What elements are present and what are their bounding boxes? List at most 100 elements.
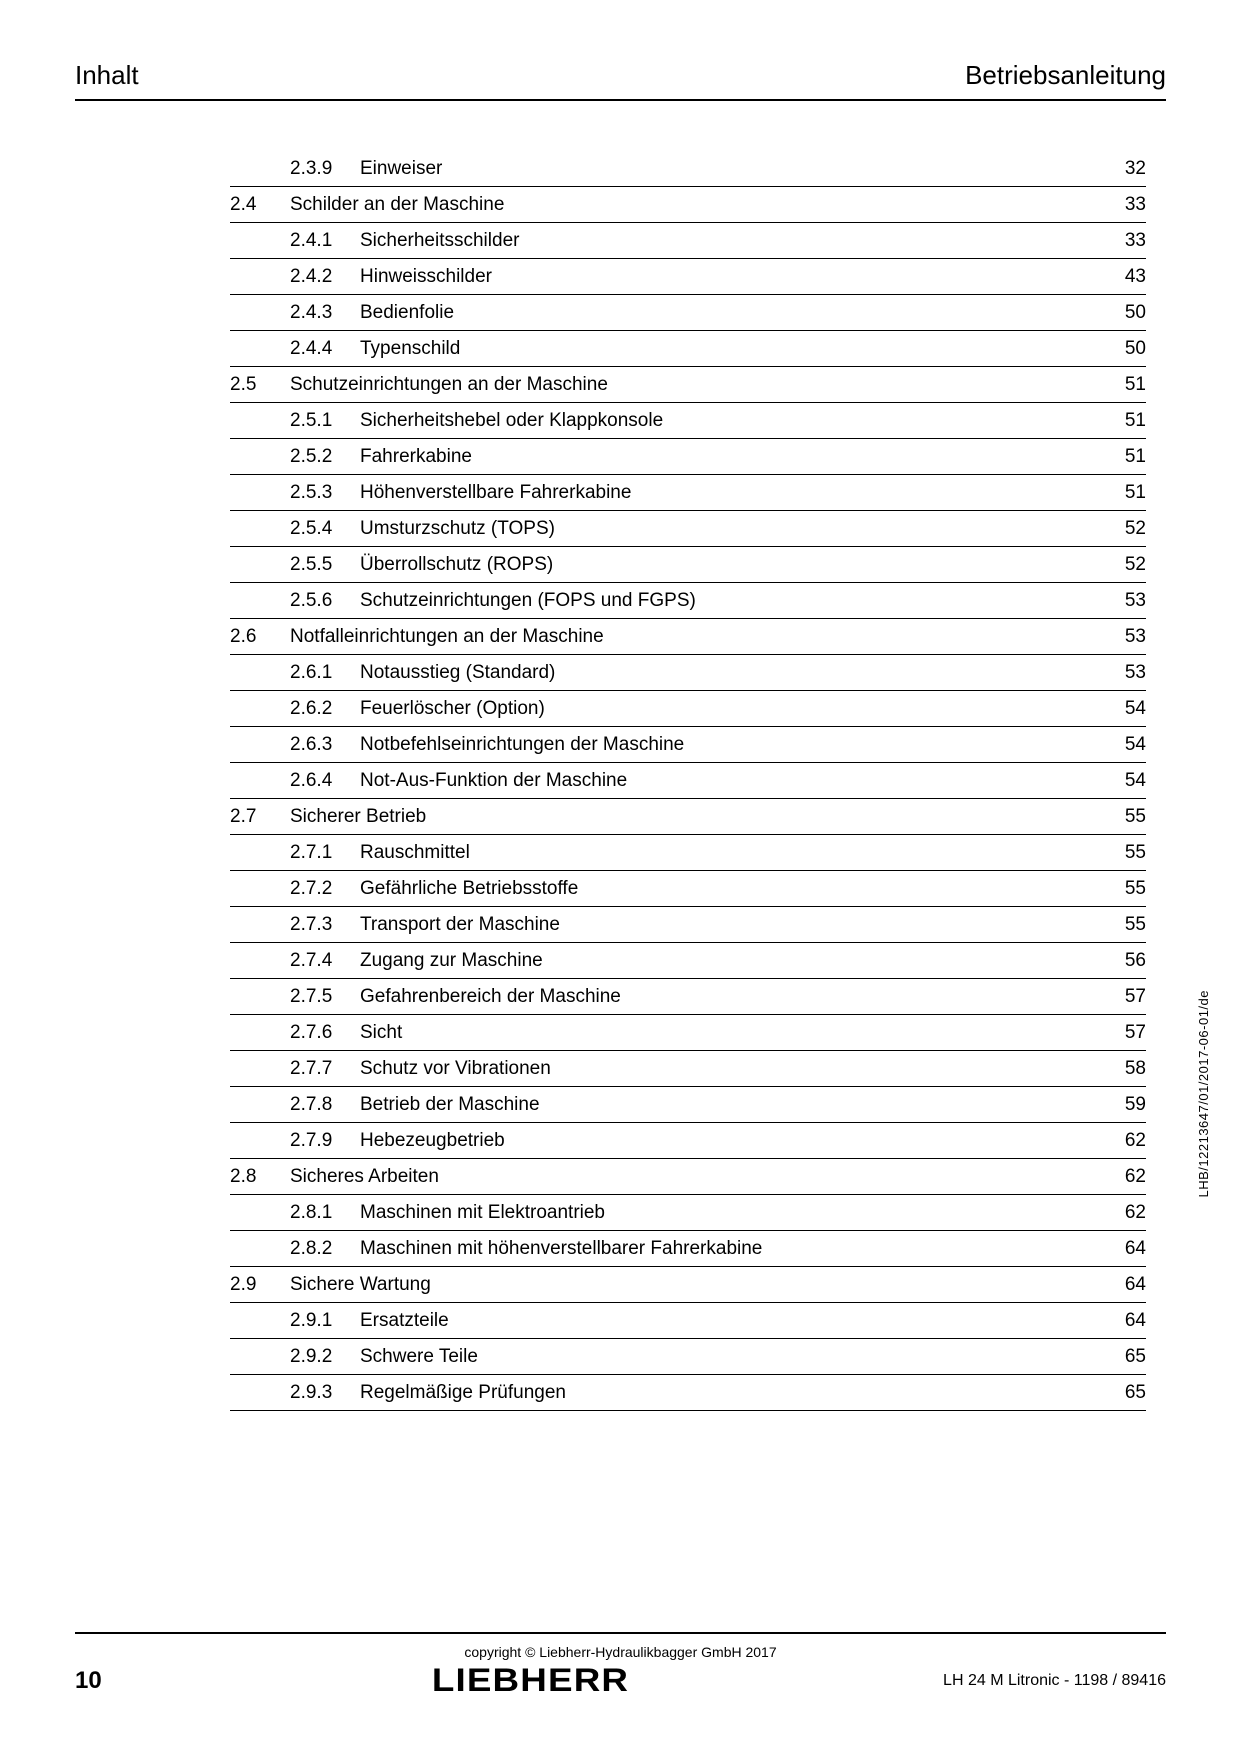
toc-subsection-number: 2.5.5 [290,554,360,576]
toc-subsection-number: 2.6.1 [290,662,360,684]
toc-row: 2.4.3Bedienfolie50 [230,295,1146,331]
toc-page: 55 [1096,806,1146,828]
toc-title: Hebezeugbetrieb [360,1130,1096,1152]
toc-page: 64 [1096,1310,1146,1332]
toc-subsection-number: 2.7.6 [290,1022,360,1044]
toc-title: Sicherer Betrieb [290,806,1096,828]
toc-page: 53 [1096,590,1146,612]
toc-row: 2.7.4Zugang zur Maschine56 [230,943,1146,979]
toc-page: 52 [1096,554,1146,576]
toc-subsection-number: 2.6.2 [290,698,360,720]
toc-title: Notausstieg (Standard) [360,662,1096,684]
toc-title: Maschinen mit höhenverstellbarer Fahrerk… [360,1238,1096,1260]
toc-page: 65 [1096,1346,1146,1368]
toc-page: 51 [1096,446,1146,468]
toc-title: Gefährliche Betriebsstoffe [360,878,1096,900]
toc-section-number: 2.5 [230,374,290,396]
toc-page: 64 [1096,1274,1146,1296]
toc-subsection-number: 2.4.1 [290,230,360,252]
toc-subsection-number: 2.7.2 [290,878,360,900]
toc-page: 55 [1096,914,1146,936]
toc-subsection-number: 2.5.6 [290,590,360,612]
toc-page: 57 [1096,1022,1146,1044]
toc-title: Betrieb der Maschine [360,1094,1096,1116]
toc-page: 50 [1096,338,1146,360]
toc-subsection-number: 2.6.4 [290,770,360,792]
toc-row: 2.7.7Schutz vor Vibrationen58 [230,1051,1146,1087]
toc-title: Hinweisschilder [360,266,1096,288]
toc-title: Transport der Maschine [360,914,1096,936]
toc-page: 53 [1096,662,1146,684]
toc-title: Schutz vor Vibrationen [360,1058,1096,1080]
toc-title: Sichere Wartung [290,1274,1096,1296]
toc-page: 56 [1096,950,1146,972]
toc-page: 64 [1096,1238,1146,1260]
toc-subsection-number: 2.6.3 [290,734,360,756]
toc-row: 2.3.9Einweiser32 [230,151,1146,187]
toc-title: Überrollschutz (ROPS) [360,554,1096,576]
toc-page: 33 [1096,230,1146,252]
toc-row: 2.6.1Notausstieg (Standard)53 [230,655,1146,691]
toc-title: Ersatzteile [360,1310,1096,1332]
toc-page: 62 [1096,1130,1146,1152]
toc-row: 2.7Sicherer Betrieb55 [230,799,1146,835]
toc-page: 32 [1096,158,1146,180]
toc-page: 55 [1096,878,1146,900]
toc-row: 2.5Schutzeinrichtungen an der Maschine51 [230,367,1146,403]
toc-subsection-number: 2.4.3 [290,302,360,324]
toc-section-number: 2.6 [230,626,290,648]
copyright-line: copyright © Liebherr-Hydraulikbagger Gmb… [75,1644,1166,1660]
toc-subsection-number: 2.7.1 [290,842,360,864]
toc-page: 52 [1096,518,1146,540]
toc-row: 2.6.4Not-Aus-Funktion der Maschine54 [230,763,1146,799]
toc-page: 33 [1096,194,1146,216]
toc-title: Rauschmittel [360,842,1096,864]
toc-page: 54 [1096,698,1146,720]
toc-row: 2.9.1Ersatzteile64 [230,1303,1146,1339]
toc-title: Schutzeinrichtungen (FOPS und FGPS) [360,590,1096,612]
toc-subsection-number: 2.5.4 [290,518,360,540]
toc-row: 2.4.2Hinweisschilder43 [230,259,1146,295]
toc-page: 65 [1096,1382,1146,1404]
toc-subsection-number: 2.4.2 [290,266,360,288]
side-reference: LHB/12213647/01/2017-06-01/de [1196,990,1211,1198]
toc-page: 51 [1096,374,1146,396]
toc-row: 2.8.1Maschinen mit Elektroantrieb62 [230,1195,1146,1231]
toc-title: Sicheres Arbeiten [290,1166,1096,1188]
toc-title: Notbefehlseinrichtungen der Maschine [360,734,1096,756]
header-right: Betriebsanleitung [965,60,1166,91]
toc-page: 51 [1096,482,1146,504]
toc-row: 2.7.5Gefahrenbereich der Maschine57 [230,979,1146,1015]
toc-page: 59 [1096,1094,1146,1116]
toc-row: 2.7.3Transport der Maschine55 [230,907,1146,943]
toc-row: 2.7.8Betrieb der Maschine59 [230,1087,1146,1123]
brand-logo: LIEBHERR [145,1662,917,1699]
toc-page: 58 [1096,1058,1146,1080]
toc-subsection-number: 2.7.9 [290,1130,360,1152]
toc-subsection-number: 2.3.9 [290,158,360,180]
toc-page: 57 [1096,986,1146,1008]
toc-title: Not-Aus-Funktion der Maschine [360,770,1096,792]
toc-subsection-number: 2.9.3 [290,1382,360,1404]
header-left: Inhalt [75,60,139,91]
toc-subsection-number: 2.5.1 [290,410,360,432]
toc-subsection-number: 2.7.4 [290,950,360,972]
toc-row: 2.5.5Überrollschutz (ROPS)52 [230,547,1146,583]
page: Inhalt Betriebsanleitung 2.3.9Einweiser3… [0,0,1241,1754]
toc-row: 2.4Schilder an der Maschine33 [230,187,1146,223]
toc-row: 2.4.1Sicherheitsschilder33 [230,223,1146,259]
toc-row: 2.5.1Sicherheitshebel oder Klappkonsole5… [230,403,1146,439]
toc-row: 2.7.1Rauschmittel55 [230,835,1146,871]
toc-subsection-number: 2.9.1 [290,1310,360,1332]
toc-row: 2.4.4Typenschild50 [230,331,1146,367]
toc-page: 51 [1096,410,1146,432]
toc-row: 2.5.4Umsturzschutz (TOPS)52 [230,511,1146,547]
toc-title: Sicherheitshebel oder Klappkonsole [360,410,1096,432]
toc-section-number: 2.7 [230,806,290,828]
toc-subsection-number: 2.9.2 [290,1346,360,1368]
toc-row: 2.7.6Sicht57 [230,1015,1146,1051]
toc-title: Notfalleinrichtungen an der Maschine [290,626,1096,648]
toc-title: Schilder an der Maschine [290,194,1096,216]
toc-subsection-number: 2.8.2 [290,1238,360,1260]
toc-title: Höhenverstellbare Fahrerkabine [360,482,1096,504]
